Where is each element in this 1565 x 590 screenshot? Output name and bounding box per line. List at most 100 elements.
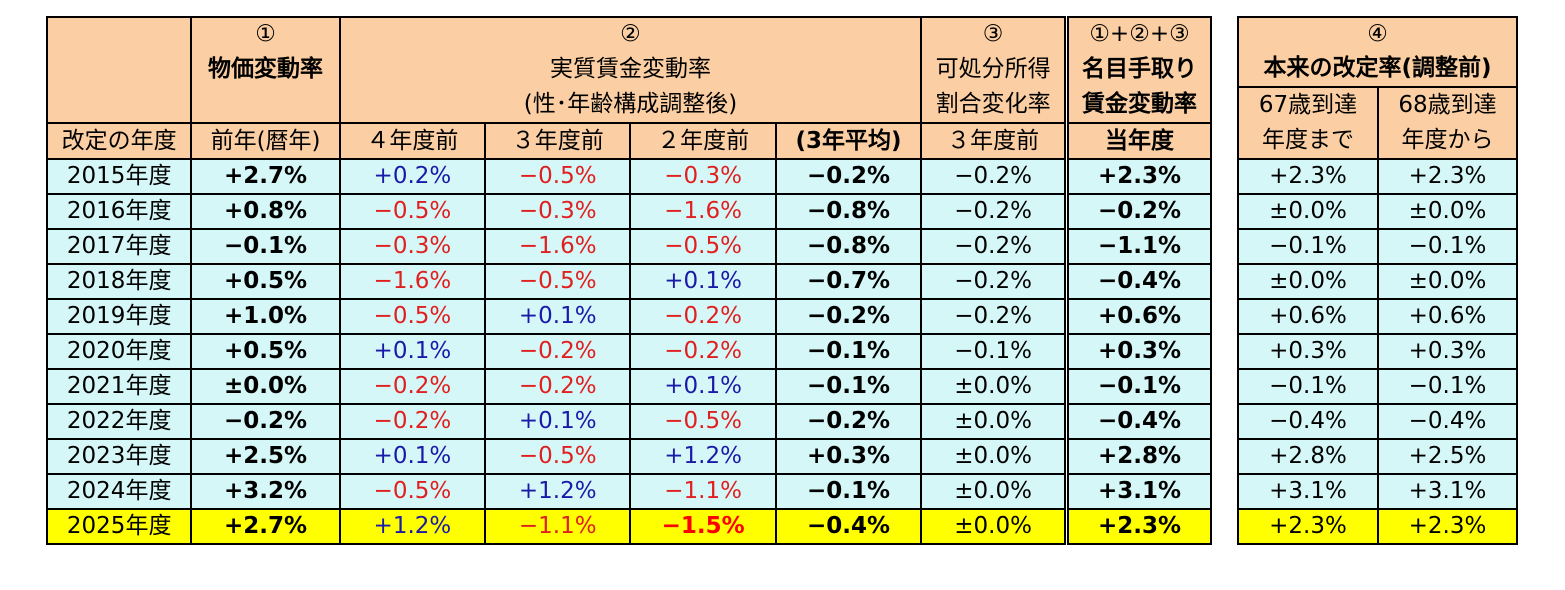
- subheader-avg3: (3年平均): [774, 122, 923, 160]
- cell-price: +0.8%: [190, 193, 341, 230]
- cell-avg3: −0.1%: [774, 473, 923, 510]
- side-header-a1: 67歳到達: [1237, 86, 1379, 123]
- cell-avg3: −0.8%: [774, 228, 923, 265]
- cell-from-68: −0.4%: [1377, 403, 1518, 440]
- cell-price: −0.1%: [190, 228, 341, 265]
- cell-y3: −0.2%: [484, 368, 632, 405]
- side-header-title: 本来の改定率(調整前): [1237, 51, 1518, 88]
- subheader-cur: 当年度: [1064, 122, 1213, 160]
- cell-y4: −0.3%: [338, 228, 487, 265]
- header-col4-num: ①+②+③: [1064, 16, 1213, 51]
- row-year: 2018年度: [45, 263, 193, 300]
- cell-nominal: +3.1%: [1064, 473, 1213, 510]
- table-row: 2017年度 −0.1% −0.3% −1.6% −0.5% −0.8% −0.…: [45, 228, 1213, 265]
- cell-y3: −0.3%: [484, 193, 632, 230]
- cell-price: +0.5%: [190, 333, 341, 370]
- cell-disposable: ±0.0%: [920, 438, 1068, 475]
- table-row: +3.1% +3.1%: [1237, 473, 1518, 510]
- cell-y2: −0.5%: [629, 228, 777, 265]
- cell-until-67: +0.3%: [1237, 333, 1379, 370]
- cell-from-68: ±0.0%: [1377, 263, 1518, 300]
- header-col3-title-2: 割合変化率: [920, 87, 1068, 124]
- side-table: ④ 本来の改定率(調整前) 67歳到達 68歳到達 年度まで 年度から +2.3…: [1237, 16, 1518, 545]
- cell-y2: −1.5%: [629, 508, 777, 545]
- cell-nominal: +2.8%: [1064, 438, 1213, 475]
- cell-from-68: +2.3%: [1377, 508, 1518, 545]
- cell-until-67: +2.3%: [1237, 508, 1379, 545]
- cell-nominal: −0.2%: [1064, 193, 1213, 230]
- cell-y4: −0.2%: [338, 368, 487, 405]
- cell-avg3: −0.2%: [774, 298, 923, 335]
- cell-from-68: +2.5%: [1377, 438, 1518, 475]
- header-col2-sub: (性･年齢構成調整後): [338, 87, 923, 124]
- cell-from-68: +3.1%: [1377, 473, 1518, 510]
- cell-price: +2.7%: [190, 508, 341, 545]
- cell-from-68: +0.3%: [1377, 333, 1518, 370]
- cell-price: +3.2%: [190, 473, 341, 510]
- cell-disposable: −0.2%: [920, 193, 1068, 230]
- cell-nominal: +0.6%: [1064, 298, 1213, 335]
- cell-y2: +0.1%: [629, 368, 777, 405]
- header-col1-blank: [190, 87, 341, 124]
- cell-y2: +1.2%: [629, 438, 777, 475]
- cell-until-67: ±0.0%: [1237, 263, 1379, 300]
- cell-nominal: −0.4%: [1064, 263, 1213, 300]
- cell-y3: −1.6%: [484, 228, 632, 265]
- cell-until-67: +2.3%: [1237, 158, 1379, 195]
- cell-disposable: −0.2%: [920, 263, 1068, 300]
- table-row: +0.3% +0.3%: [1237, 333, 1518, 370]
- cell-disposable: ±0.0%: [920, 508, 1068, 545]
- cell-y3: −0.5%: [484, 438, 632, 475]
- cell-y3: −0.2%: [484, 333, 632, 370]
- side-header-num: ④: [1237, 16, 1518, 51]
- side-header-b2: 年度から: [1377, 123, 1518, 160]
- cell-y2: −1.6%: [629, 193, 777, 230]
- cell-avg3: −0.1%: [774, 333, 923, 370]
- table-row: +2.8% +2.5%: [1237, 438, 1518, 475]
- table-row: 2022年度 −0.2% −0.2% +0.1% −0.5% −0.2% ±0.…: [45, 403, 1213, 440]
- cell-price: +2.5%: [190, 438, 341, 475]
- table-row: −0.4% −0.4%: [1237, 403, 1518, 440]
- cell-until-67: +2.8%: [1237, 438, 1379, 475]
- header-col2-title: 実質賃金変動率: [338, 51, 923, 87]
- cell-y4: −0.5%: [338, 298, 487, 335]
- cell-until-67: +0.6%: [1237, 298, 1379, 335]
- cell-price: +2.7%: [190, 158, 341, 195]
- cell-avg3: +0.3%: [774, 438, 923, 475]
- cell-from-68: −0.1%: [1377, 228, 1518, 265]
- cell-until-67: ±0.0%: [1237, 193, 1379, 230]
- cell-y4: +0.1%: [338, 438, 487, 475]
- cell-price: +1.0%: [190, 298, 341, 335]
- cell-avg3: −0.2%: [774, 158, 923, 195]
- header-col1-num: ①: [190, 16, 341, 51]
- row-year: 2023年度: [45, 438, 193, 475]
- cell-avg3: −0.1%: [774, 368, 923, 405]
- header-col3-num: ③: [920, 16, 1068, 51]
- cell-y4: −0.5%: [338, 473, 487, 510]
- cell-y3: −0.5%: [484, 263, 632, 300]
- cell-avg3: −0.7%: [774, 263, 923, 300]
- table-row-highlighted: 2025年度 +2.7% +1.2% −1.1% −1.5% −0.4% ±0.…: [45, 508, 1213, 545]
- header-col2-num: ②: [338, 16, 923, 51]
- table-row: 2015年度 +2.7% +0.2% −0.5% −0.3% −0.2% −0.…: [45, 158, 1213, 195]
- cell-disposable: −0.1%: [920, 333, 1068, 370]
- table-row: 2024年度 +3.2% −0.5% +1.2% −1.1% −0.1% ±0.…: [45, 473, 1213, 510]
- cell-y3: −0.5%: [484, 158, 632, 195]
- row-year: 2024年度: [45, 473, 193, 510]
- cell-y4: −0.2%: [338, 403, 487, 440]
- row-year: 2015年度: [45, 158, 193, 195]
- header-col4-title-2: 賃金変動率: [1064, 87, 1213, 124]
- cell-disposable: ±0.0%: [920, 473, 1068, 510]
- cell-y2: +0.1%: [629, 263, 777, 300]
- cell-y2: −0.5%: [629, 403, 777, 440]
- cell-y2: −0.2%: [629, 333, 777, 370]
- cell-disposable: ±0.0%: [920, 368, 1068, 405]
- side-header-b1: 68歳到達: [1377, 86, 1518, 123]
- cell-y3: −1.1%: [484, 508, 632, 545]
- row-year: 2019年度: [45, 298, 193, 335]
- subheader-y2: ２年度前: [629, 122, 777, 160]
- cell-y2: −0.2%: [629, 298, 777, 335]
- table-row: −0.1% −0.1%: [1237, 368, 1518, 405]
- cell-disposable: −0.2%: [920, 228, 1068, 265]
- table-row: 2021年度 ±0.0% −0.2% −0.2% +0.1% −0.1% ±0.…: [45, 368, 1213, 405]
